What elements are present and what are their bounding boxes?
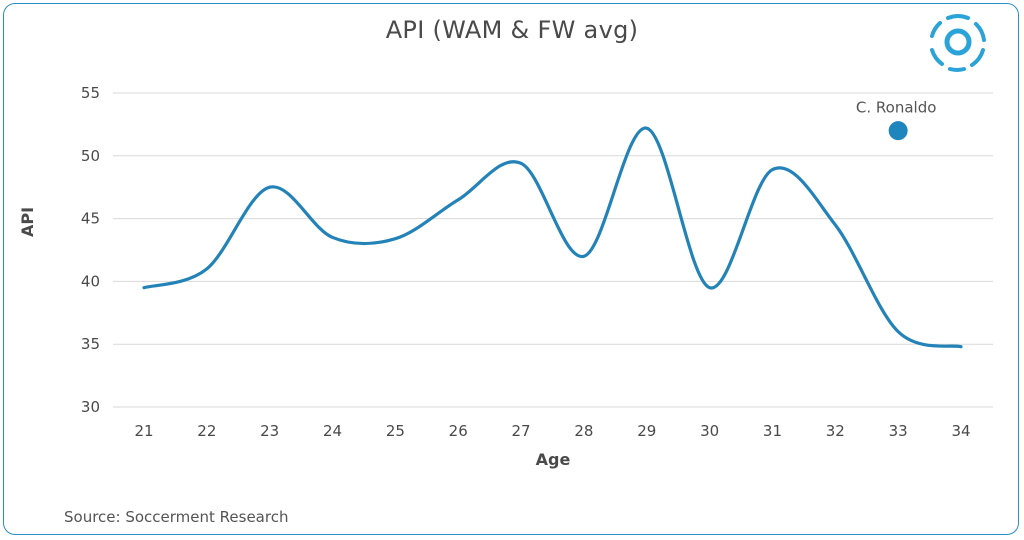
x-tick-label: 25 [386,422,405,440]
annotation-point [888,121,908,141]
x-axis-title: Age [536,450,571,469]
y-tick-label: 45 [81,210,100,228]
soccerment-logo-icon [930,14,986,72]
chart-frame [3,3,1019,535]
x-tick-label: 28 [574,422,593,440]
series-line [142,126,963,349]
chart-title: API (WAM & FW avg) [385,16,639,44]
x-tick-label: 21 [134,422,153,440]
x-tick-label: 32 [826,422,845,440]
x-tick-label: 33 [889,422,908,440]
y-tick-label: 55 [81,84,100,102]
y-tick-label: 35 [81,335,100,353]
y-axis-title: API [18,207,37,237]
x-tick-label: 23 [260,422,279,440]
x-tick-label: 27 [512,422,531,440]
source-note: Source: Soccerment Research [64,508,289,526]
annotation-label: C. Ronaldo [856,99,937,117]
x-tick-label: 30 [700,422,719,440]
y-tick-label: 50 [81,147,100,165]
x-tick-label: 22 [197,422,216,440]
x-tick-label: 29 [637,422,656,440]
x-tick-label: 24 [323,422,342,440]
x-tick-label: 31 [763,422,782,440]
x-tick-label: 34 [951,422,970,440]
y-tick-label: 40 [81,272,100,290]
y-tick-label: 30 [81,398,100,416]
x-tick-label: 26 [449,422,468,440]
